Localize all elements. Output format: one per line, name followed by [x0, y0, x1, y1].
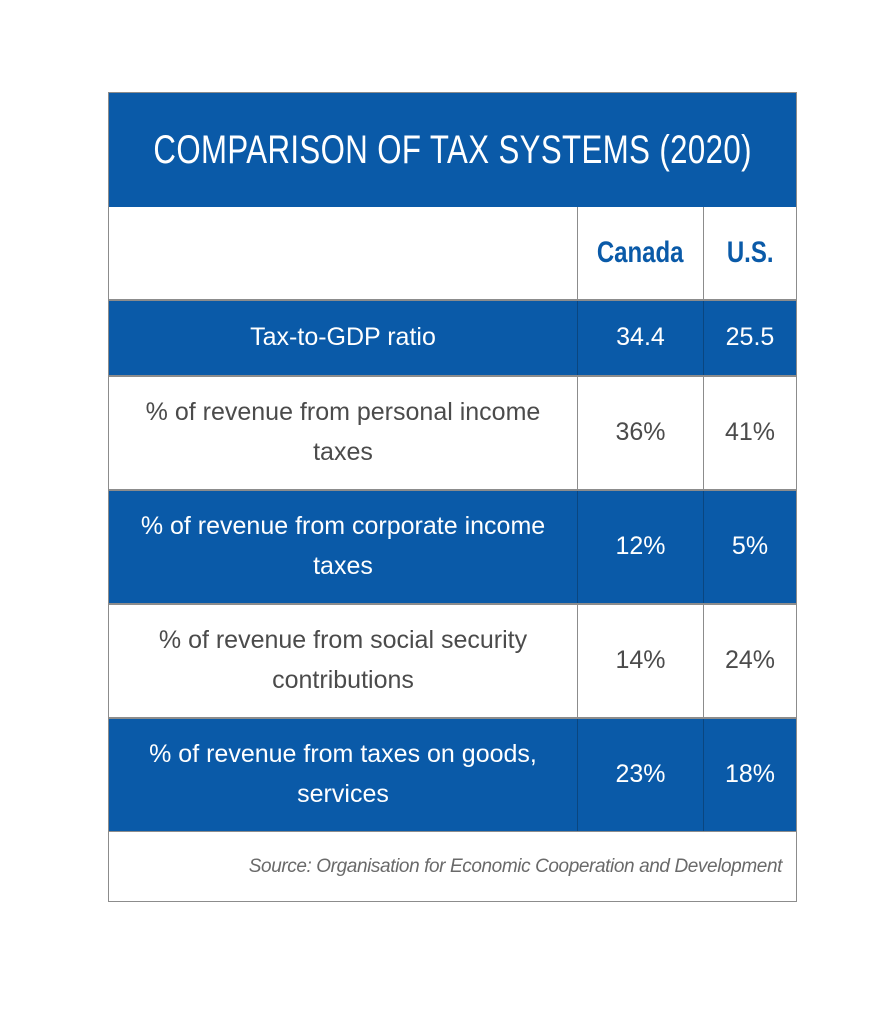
table-row: % of revenue from personal income taxes …	[109, 375, 796, 489]
us-value: 5%	[703, 489, 796, 603]
row-label: % of revenue from taxes on goods, servic…	[149, 740, 537, 808]
table-row: % of revenue from corporate income taxes…	[109, 489, 796, 603]
row-divider	[109, 375, 796, 377]
row-divider	[109, 299, 796, 301]
header-canada-text: Canada	[597, 236, 684, 269]
header-row: Canada U.S.	[109, 207, 796, 299]
table-row: Tax-to-GDP ratio 34.4 25.5	[109, 299, 796, 375]
header-label-cell	[109, 207, 577, 299]
us-value: 41%	[703, 375, 796, 489]
row-label: Tax-to-GDP ratio	[250, 323, 436, 351]
header-canada: Canada	[577, 207, 703, 299]
row-divider	[109, 489, 796, 491]
row-divider	[109, 717, 796, 719]
row-divider	[109, 603, 796, 605]
title-bar: COMPARISON OF TAX SYSTEMS (2020)	[109, 93, 796, 207]
row-label: % of revenue from personal income taxes	[145, 398, 541, 466]
source-note: Source: Organisation for Economic Cooper…	[109, 831, 796, 901]
header-us-text: U.S.	[726, 236, 774, 269]
row-label: % of revenue from social security contri…	[158, 626, 528, 694]
canada-value: 36%	[577, 375, 703, 489]
us-value: 25.5	[703, 299, 796, 375]
header-us: U.S.	[703, 207, 796, 299]
canada-value: 12%	[577, 489, 703, 603]
row-label: % of revenue from corporate income taxes	[140, 512, 546, 580]
us-value: 18%	[703, 717, 796, 831]
canada-value: 34.4	[577, 299, 703, 375]
table-row: % of revenue from social security contri…	[109, 603, 796, 717]
table-row: % of revenue from taxes on goods, servic…	[109, 717, 796, 831]
table-title: COMPARISON OF TAX SYSTEMS (2020)	[153, 127, 752, 172]
us-value: 24%	[703, 603, 796, 717]
tax-comparison-table: COMPARISON OF TAX SYSTEMS (2020) Canada …	[108, 92, 797, 902]
canada-value: 14%	[577, 603, 703, 717]
canada-value: 23%	[577, 717, 703, 831]
